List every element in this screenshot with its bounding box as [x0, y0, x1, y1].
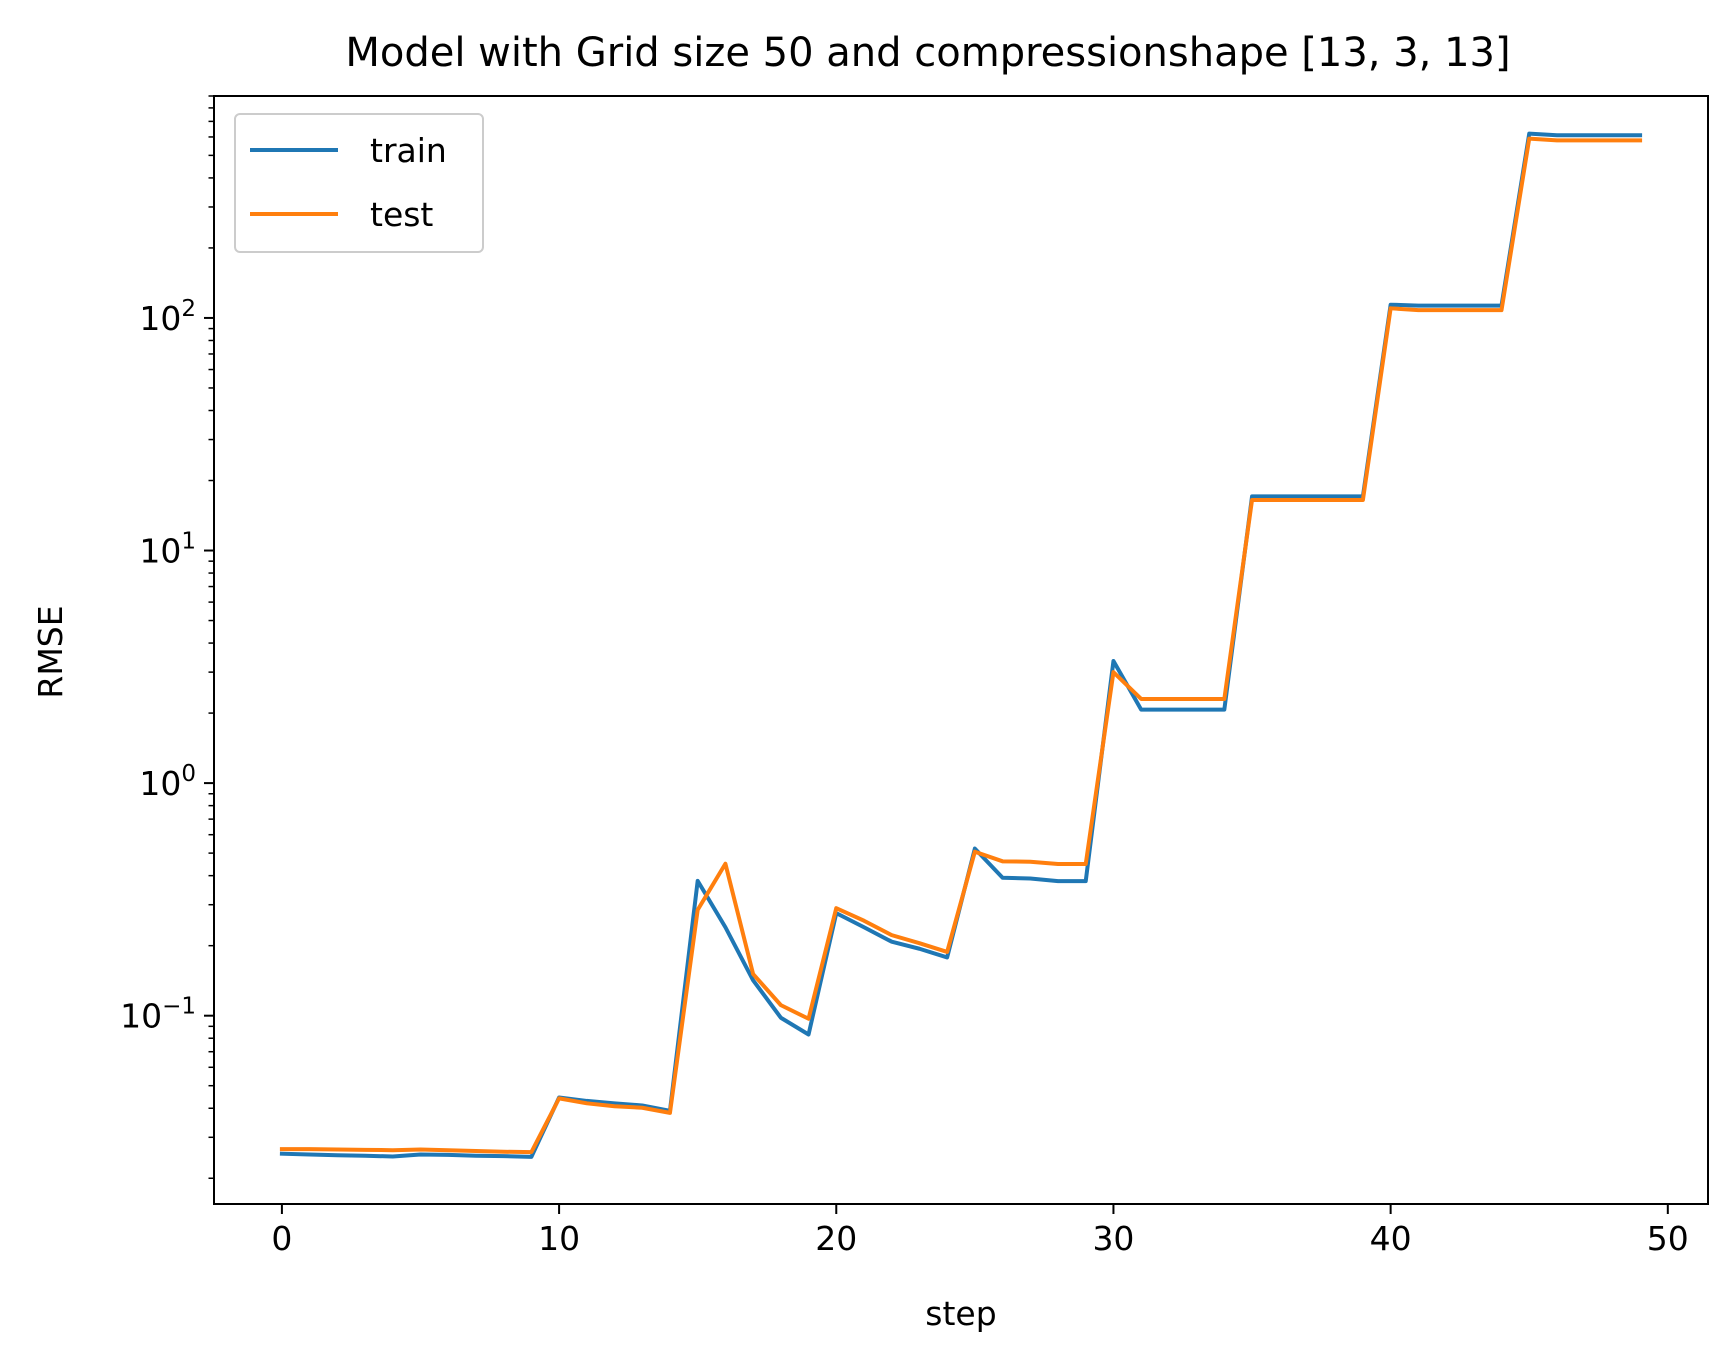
y-axis-label: RMSE [31, 605, 70, 698]
y-tick-base: 10 [139, 764, 181, 803]
y-tick-exponent: 1 [181, 529, 196, 555]
legend: train test [234, 113, 484, 253]
series-line-train [279, 131, 1643, 1159]
x-tick-label: 40 [1370, 1219, 1412, 1258]
y-tick-base: 10 [139, 299, 181, 338]
plot-frame [213, 95, 1709, 1205]
y-tick-label: 102 [139, 296, 196, 338]
x-axis-label: step [925, 1294, 996, 1333]
y-tick-label: 100 [139, 761, 196, 803]
legend-label-train: train [370, 131, 447, 170]
y-tick-exponent: 0 [181, 761, 196, 787]
x-tick-label: 0 [271, 1219, 292, 1258]
y-tick-base: 10 [120, 997, 162, 1036]
x-tick-label: 30 [1092, 1219, 1134, 1258]
x-axis-ticks: 0 10 20 30 40 50 [271, 1204, 1689, 1258]
chart-title: Model with Grid size 50 and compressions… [345, 30, 1510, 76]
y-tick-base: 10 [139, 532, 181, 571]
y-tick-label: 101 [139, 529, 196, 571]
x-tick-label: 10 [538, 1219, 580, 1258]
series-lines [279, 131, 1643, 1159]
y-tick-exponent: 2 [181, 296, 196, 322]
y-tick-exponent: −1 [162, 994, 196, 1020]
y-tick-label: 10−1 [120, 994, 196, 1036]
x-tick-label: 20 [815, 1219, 857, 1258]
series-line-test [279, 136, 1643, 1155]
x-tick-label: 50 [1647, 1219, 1689, 1258]
legend-label-test: test [370, 195, 433, 234]
